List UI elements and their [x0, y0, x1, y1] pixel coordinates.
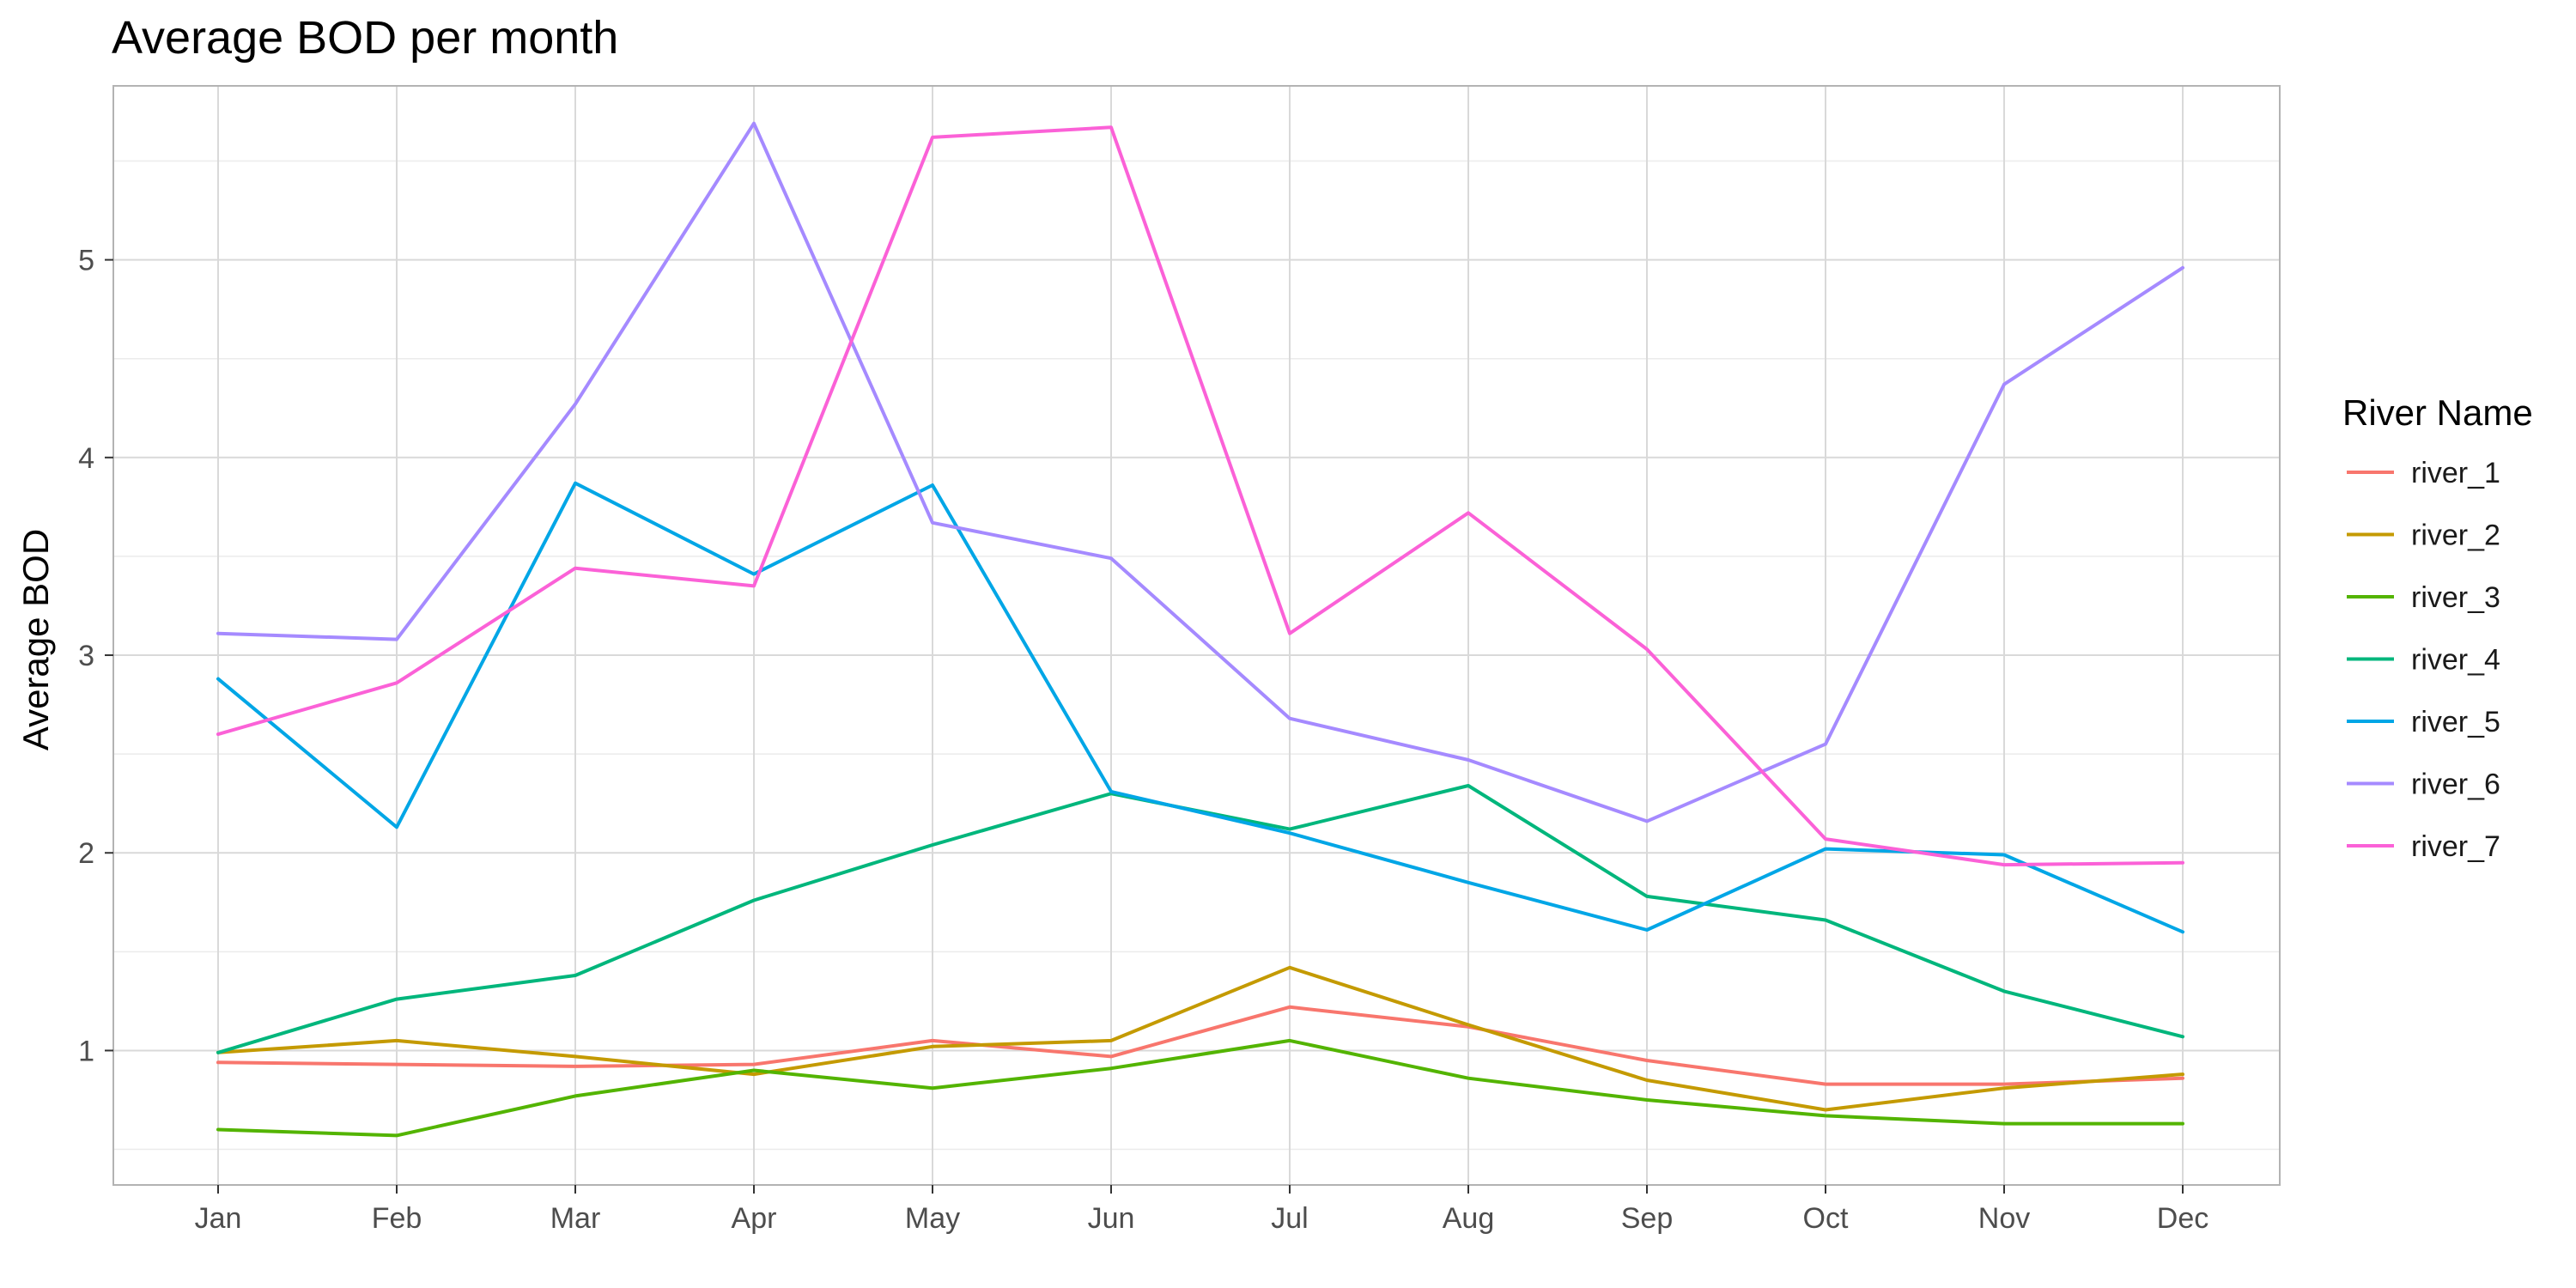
y-tick-label: 3	[78, 640, 94, 672]
legend-label: river_5	[2411, 706, 2500, 738]
series-lines	[216, 121, 2184, 1138]
legend: River Name river_1 river_2 river_3 river_4r…	[2342, 392, 2533, 863]
plot-border	[112, 85, 2281, 1186]
x-axis-ticks: Jan Feb Mar Apr May Jun Jul Aug Sep Oct Nov Dec	[195, 1185, 2208, 1235]
legend-label: river_1	[2411, 457, 2500, 489]
y-tick-label: 2	[78, 837, 94, 870]
series-line-river-2	[216, 965, 2184, 1112]
legend-label: river_7	[2411, 830, 2500, 863]
y-axis-ticks: 1 2 3 4 5	[78, 245, 113, 1067]
x-tick-label: Aug	[1443, 1202, 1495, 1235]
series-line-river-7	[216, 125, 2184, 867]
x-tick-label: Nov	[1978, 1202, 2030, 1235]
series-line-river-3	[216, 1038, 2184, 1138]
legend-label: river_3	[2411, 581, 2500, 614]
x-tick-label: Feb	[372, 1202, 422, 1235]
x-tick-label: Dec	[2157, 1202, 2208, 1235]
grid-lines	[112, 85, 2281, 1186]
chart-title: Average BOD per month	[112, 12, 618, 64]
x-tick-label: May	[905, 1202, 960, 1235]
y-axis-title: Average BOD	[15, 529, 56, 750]
legend-label: river_4	[2411, 644, 2500, 677]
x-tick-label: Oct	[1803, 1202, 1849, 1235]
x-tick-label: Jul	[1271, 1202, 1308, 1235]
legend-label: river_2	[2411, 519, 2500, 552]
x-tick-label: Jan	[195, 1202, 242, 1235]
series-line-river-5	[216, 481, 2184, 934]
legend-label: river_6	[2411, 769, 2500, 801]
series-line-river-6	[216, 121, 2184, 823]
x-tick-label: Jun	[1088, 1202, 1135, 1235]
x-tick-label: Apr	[732, 1202, 777, 1235]
y-tick-label: 1	[78, 1035, 94, 1067]
legend-title: River Name	[2342, 392, 2533, 433]
series-line-river-1	[216, 1005, 2184, 1086]
x-tick-label: Sep	[1621, 1202, 1674, 1235]
x-tick-label: Mar	[550, 1202, 601, 1235]
y-tick-label: 5	[78, 245, 94, 277]
y-tick-label: 4	[78, 442, 94, 475]
